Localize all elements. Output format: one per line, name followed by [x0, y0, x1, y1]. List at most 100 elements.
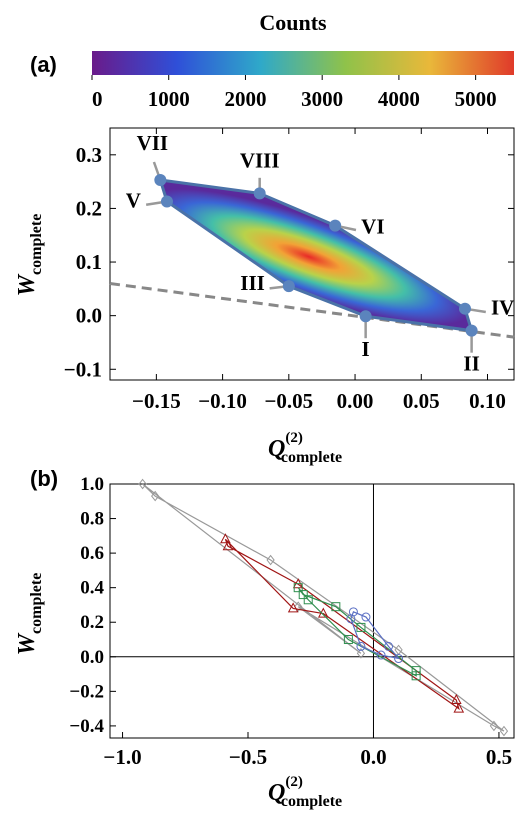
vertex-label: VIII — [240, 148, 280, 172]
series-line — [224, 538, 460, 711]
colorbar-tick-label: 2000 — [224, 87, 266, 111]
x-tick-label: −1.0 — [103, 745, 141, 769]
y-tick-label: −0.1 — [64, 357, 102, 381]
panel-a-xlabel: Q(2) complete — [268, 430, 342, 466]
data-point — [331, 602, 341, 612]
xlabel-b-main: Q — [268, 780, 285, 806]
xlabel-b-sup: (2) — [285, 774, 303, 790]
data-point — [303, 595, 313, 605]
data-point — [346, 614, 356, 624]
xlabel-b-sub: complete — [281, 793, 342, 810]
y-tick-label: 0.2 — [80, 612, 104, 633]
data-point — [411, 671, 421, 681]
ylabel-b-sub: complete — [28, 573, 45, 634]
data-point — [394, 654, 404, 664]
data-point — [298, 590, 308, 600]
series-line — [142, 483, 505, 732]
series-circle — [346, 607, 404, 664]
y-tick-label: 0.0 — [76, 304, 102, 328]
data-point — [266, 554, 275, 566]
data-point — [287, 602, 299, 613]
data-point — [489, 720, 499, 732]
x-tick-label: 0.0 — [360, 745, 386, 769]
colorbar-ticks: 0 1000 2000 3000 4000 5000 — [91, 75, 497, 111]
vertex-label: V — [126, 188, 141, 212]
data-point — [376, 650, 386, 660]
hull-vertex-point — [160, 195, 173, 208]
colorbar-title: Counts — [259, 10, 327, 35]
y-tick-label: 1.0 — [80, 474, 104, 495]
data-point — [294, 601, 303, 612]
panel-label-a: (a) — [30, 52, 57, 77]
data-point — [151, 490, 160, 502]
panel-a-ticks: −0.15 −0.10 −0.05 0.00 0.05 0.10 −0.1 0.0 0.1 0.2… — [64, 128, 514, 413]
colorbar-tick-label: 1000 — [148, 87, 190, 111]
x-tick-label: 0.5 — [486, 745, 512, 769]
density-core — [160, 188, 470, 325]
hull-vertex-point — [329, 219, 342, 232]
data-point — [356, 641, 366, 651]
data-point — [220, 533, 231, 544]
panel-a-frame — [109, 127, 515, 381]
data-point — [343, 635, 353, 645]
xlabel-a-sub: complete — [281, 449, 342, 466]
vertex-label: III — [240, 271, 265, 295]
series-line — [297, 587, 417, 677]
y-tick-label: −0.4 — [69, 716, 104, 737]
data-point — [356, 622, 366, 632]
data-point — [222, 540, 234, 551]
colorbar-tick-label: 0 — [92, 87, 103, 111]
x-tick-label: 0.10 — [469, 389, 506, 413]
series-line — [350, 611, 401, 660]
x-tick-label: −0.10 — [198, 389, 247, 413]
y-tick-label: 0.2 — [76, 196, 102, 220]
ylabel-a-sub: complete — [28, 214, 45, 275]
hull-vertex-point — [359, 310, 372, 323]
vertex-label: VI — [361, 215, 384, 239]
density-heatmap — [160, 180, 472, 331]
panel-b-series — [138, 478, 509, 737]
colorbar-tick-label: 3000 — [301, 87, 343, 111]
data-point — [384, 641, 394, 651]
hull-vertex-point — [253, 187, 266, 200]
y-tick-label: 0.0 — [80, 647, 104, 668]
data-point — [293, 583, 303, 593]
x-tick-label: 0.00 — [337, 389, 374, 413]
y-tick-label: 0.3 — [76, 143, 102, 167]
panel-b: (b) −1.0 −0.5 0.0 0.5 −0.4 −0.2 0.0 0.2 0.4 0.6 0.… — [14, 466, 515, 810]
hull-vertex-point — [282, 280, 295, 293]
xlabel-a-main: Q — [268, 436, 285, 462]
colorbar-tick-label: 5000 — [455, 87, 497, 111]
vertex-label: II — [463, 352, 479, 376]
x-tick-label: −0.5 — [229, 745, 267, 769]
panel-b-zero-axes — [110, 484, 514, 738]
data-point — [453, 702, 465, 713]
y-tick-label: 0.4 — [80, 578, 104, 599]
xlabel-a-sup: (2) — [285, 430, 303, 446]
panel-b-ticks: −1.0 −0.5 0.0 0.5 −0.4 −0.2 0.0 0.2 0.4 0.6 0.8 1.0 — [69, 474, 512, 769]
series-square — [293, 583, 421, 681]
panel-label-b: (b) — [30, 466, 58, 491]
data-point — [356, 648, 366, 659]
vertex-label: IV — [491, 296, 514, 320]
y-tick-label: −0.2 — [69, 681, 104, 702]
colorbar-tick-label: 4000 — [378, 87, 420, 111]
y-tick-label: 0.1 — [76, 250, 102, 274]
panel-b-frame — [109, 483, 515, 739]
y-tick-label: 0.6 — [80, 543, 104, 564]
y-tick-label: 0.8 — [80, 509, 104, 530]
data-point — [499, 725, 509, 737]
data-point — [450, 693, 462, 704]
hull-vertex-point — [458, 302, 471, 315]
x-tick-label: 0.05 — [403, 389, 440, 413]
data-point — [361, 612, 371, 622]
ylabel-b-main: W — [14, 632, 40, 655]
panel-b-xlabel: Q(2) complete — [268, 774, 342, 810]
heatmap-body — [160, 180, 472, 331]
data-point — [138, 478, 147, 490]
colorbar — [92, 51, 514, 75]
data-point — [411, 666, 421, 676]
